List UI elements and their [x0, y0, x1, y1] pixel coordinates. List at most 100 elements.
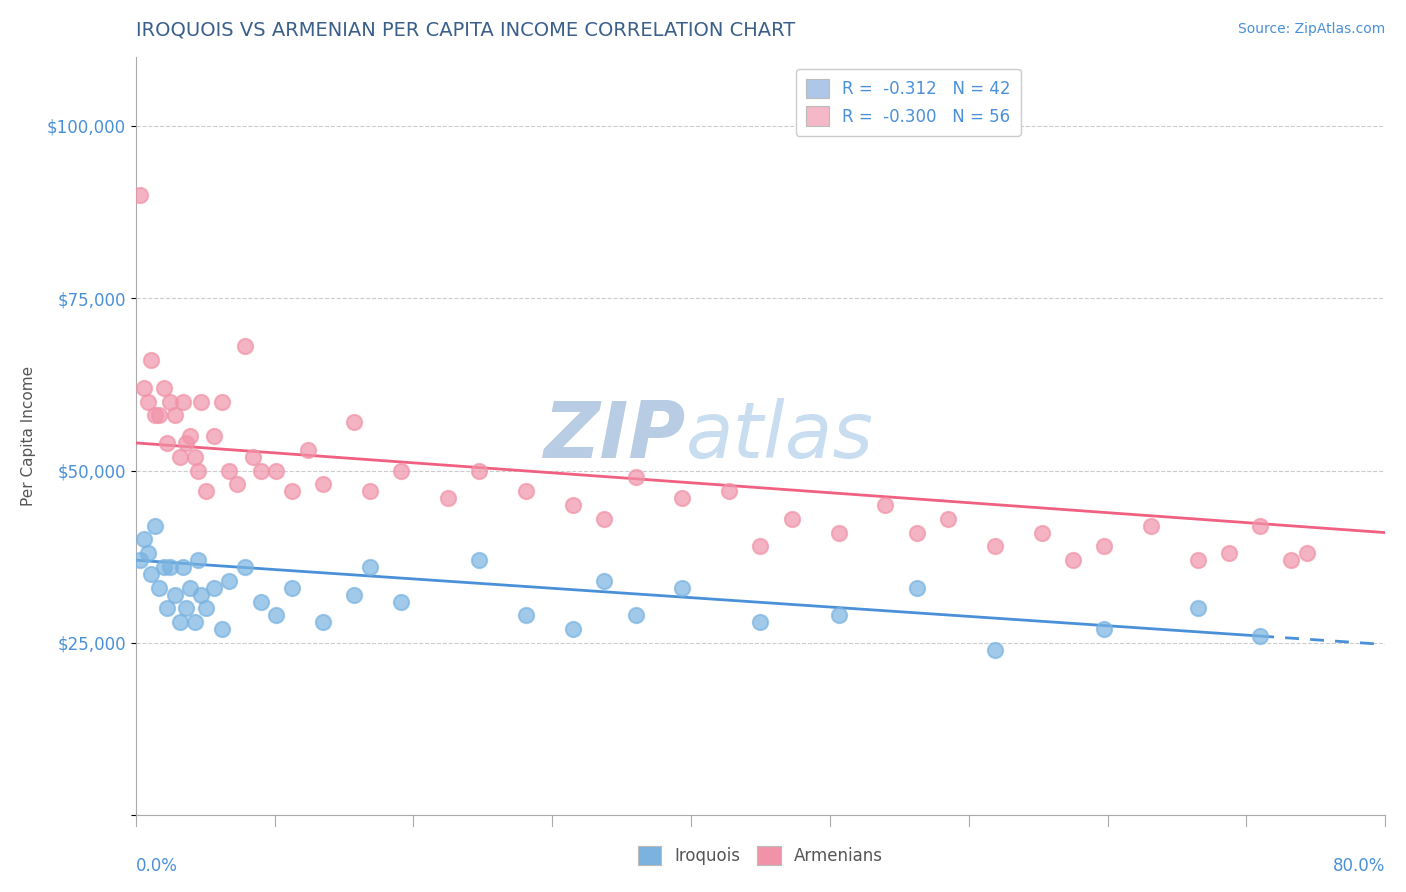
Text: atlas: atlas	[686, 398, 873, 474]
Point	[148, 581, 170, 595]
Point	[266, 463, 288, 477]
Point	[202, 581, 225, 595]
Point	[875, 498, 897, 512]
Point	[129, 553, 152, 567]
Point	[343, 588, 366, 602]
Point	[163, 588, 186, 602]
Point	[174, 436, 197, 450]
Point	[1031, 525, 1053, 540]
Point	[718, 484, 741, 499]
Point	[190, 588, 212, 602]
Point	[624, 470, 647, 484]
Point	[468, 553, 491, 567]
Point	[218, 463, 240, 477]
Point	[141, 566, 163, 581]
Point	[1140, 518, 1163, 533]
Point	[153, 560, 176, 574]
Text: Source: ZipAtlas.com: Source: ZipAtlas.com	[1237, 22, 1385, 37]
Point	[624, 608, 647, 623]
Point	[359, 484, 381, 499]
Point	[671, 491, 693, 505]
Point	[936, 512, 959, 526]
Point	[749, 540, 772, 554]
Point	[195, 601, 218, 615]
Point	[163, 409, 186, 423]
Point	[172, 560, 194, 574]
Point	[593, 574, 616, 588]
Point	[905, 581, 928, 595]
Point	[437, 491, 460, 505]
Point	[1249, 518, 1271, 533]
Point	[172, 394, 194, 409]
Point	[132, 533, 155, 547]
Point	[281, 581, 304, 595]
Point	[211, 394, 233, 409]
Point	[266, 608, 288, 623]
Point	[1296, 546, 1319, 560]
Point	[389, 594, 412, 608]
Point	[169, 450, 191, 464]
Point	[343, 415, 366, 429]
Point	[515, 608, 537, 623]
Point	[195, 484, 218, 499]
Point	[218, 574, 240, 588]
Point	[136, 546, 159, 560]
Point	[312, 477, 335, 491]
Point	[226, 477, 249, 491]
Point	[249, 594, 271, 608]
Point	[1062, 553, 1084, 567]
Point	[169, 615, 191, 630]
Point	[136, 394, 159, 409]
Point	[153, 381, 176, 395]
Point	[187, 463, 209, 477]
Point	[827, 525, 849, 540]
Text: ZIP: ZIP	[543, 398, 686, 474]
Point	[905, 525, 928, 540]
Point	[249, 463, 271, 477]
Point	[141, 353, 163, 368]
Point	[129, 187, 152, 202]
Point	[1218, 546, 1240, 560]
Point	[281, 484, 304, 499]
Point	[312, 615, 335, 630]
Point	[983, 643, 1005, 657]
Point	[749, 615, 772, 630]
Point	[233, 560, 256, 574]
Legend: Iroquois, Armenians: Iroquois, Armenians	[631, 839, 890, 871]
Point	[1187, 553, 1209, 567]
Point	[156, 601, 179, 615]
Point	[1092, 540, 1115, 554]
Point	[562, 498, 585, 512]
Point	[1187, 601, 1209, 615]
Point	[174, 601, 197, 615]
Point	[202, 429, 225, 443]
Point	[156, 436, 179, 450]
Point	[359, 560, 381, 574]
Point	[132, 381, 155, 395]
Point	[242, 450, 264, 464]
Point	[1281, 553, 1303, 567]
Point	[562, 622, 585, 636]
Point	[143, 409, 166, 423]
Y-axis label: Per Capita Income: Per Capita Income	[21, 366, 35, 506]
Point	[515, 484, 537, 499]
Point	[297, 442, 319, 457]
Point	[780, 512, 803, 526]
Point	[1249, 629, 1271, 643]
Point	[827, 608, 849, 623]
Point	[983, 540, 1005, 554]
Point	[190, 394, 212, 409]
Text: IROQUOIS VS ARMENIAN PER CAPITA INCOME CORRELATION CHART: IROQUOIS VS ARMENIAN PER CAPITA INCOME C…	[136, 21, 794, 40]
Point	[184, 450, 207, 464]
Point	[1092, 622, 1115, 636]
Point	[184, 615, 207, 630]
Point	[211, 622, 233, 636]
Point	[148, 409, 170, 423]
Point	[159, 560, 181, 574]
Point	[468, 463, 491, 477]
Point	[143, 518, 166, 533]
Text: 80.0%: 80.0%	[1333, 857, 1385, 875]
Text: 0.0%: 0.0%	[136, 857, 177, 875]
Point	[671, 581, 693, 595]
Point	[187, 553, 209, 567]
